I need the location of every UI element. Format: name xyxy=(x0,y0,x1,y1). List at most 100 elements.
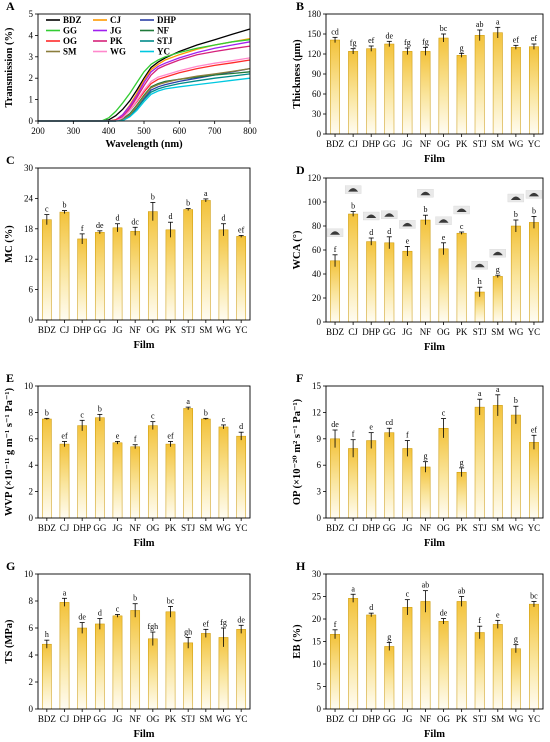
significance-letter: ef xyxy=(513,35,520,44)
x-tick-label: NF xyxy=(420,139,432,149)
x-tick-label: GG xyxy=(383,139,396,149)
x-tick-label: NF xyxy=(420,523,432,533)
y-tick-label: 30 xyxy=(24,163,34,173)
y-tick-label: 120 xyxy=(308,173,322,183)
x-tick-label: OG xyxy=(146,325,159,335)
x-tick-label: JG xyxy=(402,714,413,724)
x-tick-label: OG xyxy=(437,714,450,724)
x-tick-label: DHP xyxy=(73,714,91,724)
panel-label: C xyxy=(6,153,15,167)
significance-letter: b xyxy=(98,404,102,413)
x-tick-label: OG xyxy=(437,139,450,149)
y-tick-label: 100 xyxy=(308,197,322,207)
x-tick-label: PK xyxy=(165,325,177,335)
significance-letter: b xyxy=(45,408,49,417)
bar-WG xyxy=(510,225,521,323)
series-line-WG xyxy=(38,57,251,122)
bar-OG xyxy=(438,621,449,710)
significance-letter: a xyxy=(496,17,500,26)
bar-BDZ xyxy=(330,39,340,135)
x-tick-label: STJ xyxy=(473,139,488,149)
significance-letter: a xyxy=(351,584,355,593)
bar-STJ xyxy=(183,209,194,321)
y-tick-label: 24 xyxy=(24,193,34,203)
significance-letter: e xyxy=(496,610,500,619)
bar-GG xyxy=(94,417,105,519)
significance-letter: ab xyxy=(458,587,466,596)
droplet-icon xyxy=(420,191,431,196)
x-tick-label: GG xyxy=(383,523,396,533)
x-tick-label: BDZ xyxy=(326,327,344,337)
panel-A: A 200 300 400 500 600 700 800 0 1 2 3 4 5 Transmission… xyxy=(4,0,257,150)
significance-letter: a xyxy=(478,389,482,398)
significance-letter: e xyxy=(116,431,120,440)
bar-BDZ xyxy=(330,438,340,519)
significance-letter: ef xyxy=(531,425,538,434)
y-tick-label: 90 xyxy=(312,69,322,79)
panel-label: A xyxy=(6,0,15,13)
droplet-icon xyxy=(384,213,395,217)
significance-letter: cd xyxy=(331,27,339,36)
y-tick-label: 8 xyxy=(29,596,34,606)
bar-JG xyxy=(402,250,413,323)
x-tick-label: GG xyxy=(383,714,396,724)
significance-letter: b xyxy=(151,192,155,201)
significance-letter: d xyxy=(369,228,373,237)
bar-PK xyxy=(165,443,176,519)
significance-letter: de xyxy=(386,31,394,40)
panel-F: Fde BDZ f CJ e DHP cd GG f JG g NF c OG g PK a STJ a SM b WG e… xyxy=(292,371,544,549)
legend-label: JG xyxy=(110,26,122,36)
y-tick-label: 25 xyxy=(312,592,322,602)
x-tick-label: PK xyxy=(165,523,177,533)
x-tick-label: DHP xyxy=(73,523,91,533)
x-tick-label: WG xyxy=(508,327,523,337)
y-tick-label: 10 xyxy=(24,381,34,391)
x-tick-label: NF xyxy=(420,714,432,724)
significance-letter: gh xyxy=(184,627,192,636)
significance-letter: d xyxy=(116,214,120,223)
bar-DHP xyxy=(366,614,377,710)
bar-CJ xyxy=(59,211,70,321)
x-tick-label: DHP xyxy=(362,139,380,149)
legend-label: STJ xyxy=(157,36,173,46)
significance-letter: b xyxy=(133,594,137,603)
legend-label: NF xyxy=(157,26,169,36)
significance-letter: ef xyxy=(531,34,538,43)
legend-label: CJ xyxy=(110,15,121,25)
x-tick-label: JG xyxy=(402,523,413,533)
x-tick-label: DHP xyxy=(73,325,91,335)
bar-GG xyxy=(94,623,105,710)
y-tick-label: 4 xyxy=(29,30,34,40)
bar-OG xyxy=(438,427,449,519)
bar-GG xyxy=(94,232,105,321)
bar-GG xyxy=(384,646,395,710)
significance-letter: bc xyxy=(530,591,538,600)
bar-OG xyxy=(438,37,449,135)
significance-letter: fg xyxy=(350,39,357,48)
panel-B: Bcd BDZ fg CJ ef DHP de GG fg JG fg NF bc OG g PK ab STJ a… xyxy=(292,0,544,165)
panel-E: Eb BDZ ef CJ c DHP b GG e JG f NF c OG ef PK a STJ b SM c WG d… xyxy=(4,371,251,549)
x-tick-label: JG xyxy=(112,523,123,533)
x-tick-label: SM xyxy=(491,327,504,337)
x-tick-label: WG xyxy=(508,523,523,533)
panel-label: E xyxy=(6,371,14,385)
y-tick-label: 80 xyxy=(312,221,322,231)
legend-label: OG xyxy=(63,36,77,46)
significance-letter: c xyxy=(116,605,120,614)
x-tick-label: GG xyxy=(383,327,396,337)
y-tick-label: 60 xyxy=(312,89,322,99)
bar-GG xyxy=(384,242,395,323)
droplet-icon xyxy=(348,188,359,192)
panel-label: D xyxy=(296,163,305,177)
bar-YC xyxy=(529,222,539,323)
x-tick-label: JG xyxy=(402,327,413,337)
x-tick-label: CJ xyxy=(60,714,70,724)
axes-frame xyxy=(325,385,544,519)
axes-frame xyxy=(37,573,251,710)
bar-CJ xyxy=(348,598,359,710)
x-tick-label: JG xyxy=(402,139,413,149)
bar-BDZ xyxy=(41,643,52,710)
x-tick-label: GG xyxy=(93,523,106,533)
panel-D: Df BDZ b CJ d DHP d GG e JG b NF e OG c PK h STJ g SM b WG b YC… xyxy=(292,163,544,353)
